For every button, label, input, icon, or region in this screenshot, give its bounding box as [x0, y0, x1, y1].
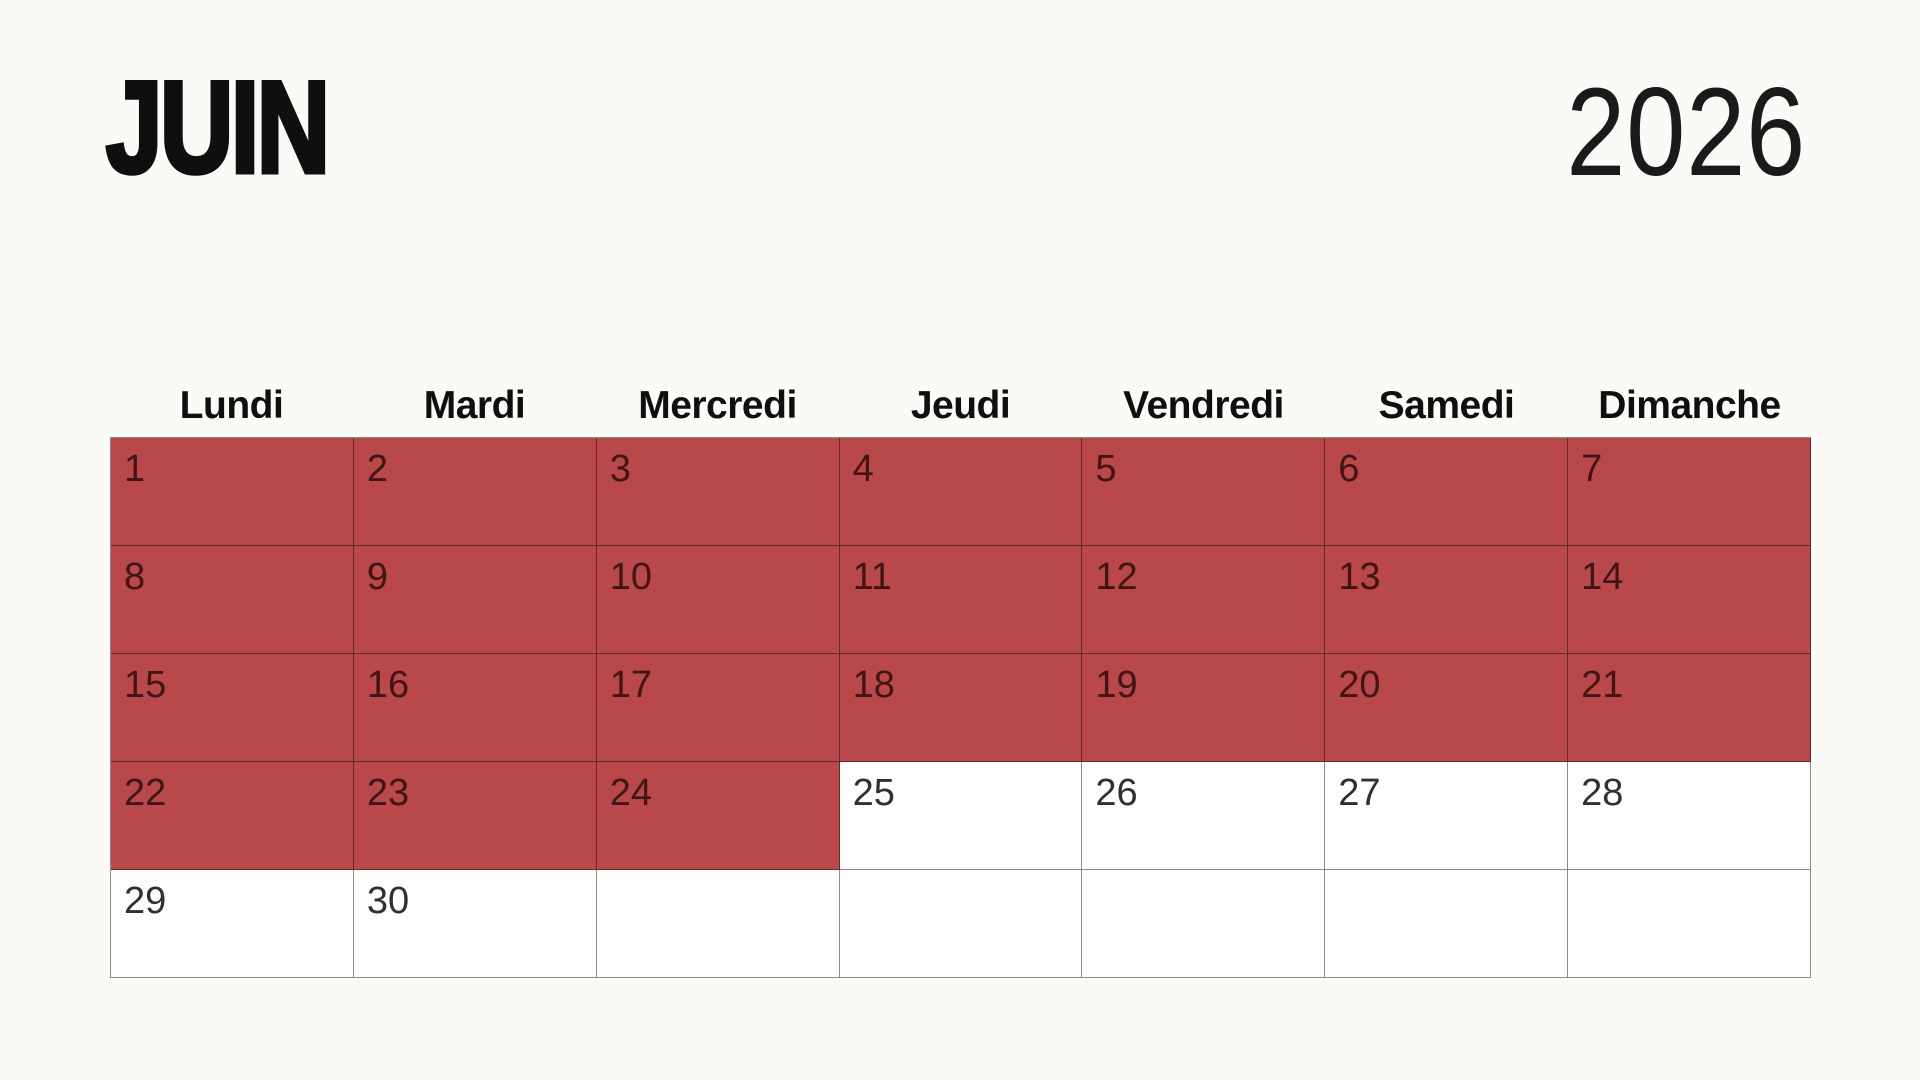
day-number: 10: [609, 556, 652, 598]
calendar-cell: 11: [839, 546, 1083, 654]
calendar-cell: 10: [596, 546, 840, 654]
day-number: 2: [366, 448, 388, 490]
calendar-cell: 29: [111, 870, 354, 978]
calendar-cell: 26: [1082, 762, 1326, 870]
day-number: 23: [366, 772, 410, 814]
day-number: 28: [1581, 772, 1624, 814]
calendar-cell: 1: [111, 438, 354, 546]
day-number: 17: [609, 664, 652, 706]
calendar-cell: 18: [839, 654, 1083, 762]
calendar-cell: 19: [1082, 654, 1326, 762]
day-number: 15: [124, 664, 167, 706]
calendar-cell: [1568, 870, 1811, 978]
weekday-label: Lundi: [179, 384, 284, 427]
calendar-cell: 25: [839, 762, 1083, 870]
calendar-cell: 13: [1325, 546, 1569, 654]
calendar-cell: 21: [1568, 654, 1811, 762]
day-number: 19: [1095, 664, 1138, 706]
calendar-cell: 28: [1568, 762, 1811, 870]
day-number: 6: [1338, 448, 1360, 490]
day-number: 1: [124, 448, 146, 490]
day-number: 4: [852, 448, 874, 490]
month-title: JUIN: [104, 54, 332, 200]
calendar-cell: 9: [353, 546, 597, 654]
weekday-label: Samedi: [1378, 384, 1515, 427]
calendar-cell: 12: [1082, 546, 1326, 654]
calendar-cell: 22: [111, 762, 354, 870]
calendar-cell: 8: [111, 546, 354, 654]
day-number: 12: [1095, 556, 1138, 598]
weekday-label: Mercredi: [638, 384, 797, 427]
weekday-label: Jeudi: [910, 384, 1011, 427]
day-number: 27: [1338, 772, 1381, 814]
calendar-cell: 16: [353, 654, 597, 762]
calendar-cell: [596, 870, 840, 978]
day-number: 29: [124, 880, 167, 922]
day-number: 18: [852, 664, 895, 706]
day-number: 20: [1338, 664, 1381, 706]
calendar-cell: 20: [1325, 654, 1569, 762]
calendar-cell: 6: [1325, 438, 1569, 546]
day-number: 16: [366, 664, 410, 706]
day-number: 22: [124, 772, 167, 814]
calendar-cell: 2: [353, 438, 597, 546]
day-number: 21: [1581, 664, 1624, 706]
calendar-cell: [839, 870, 1083, 978]
day-number: 8: [124, 556, 146, 598]
day-number: 5: [1095, 448, 1117, 490]
year-label: 2026: [1566, 63, 1806, 202]
calendar-cell: 17: [596, 654, 840, 762]
day-number: 14: [1581, 556, 1624, 598]
calendar-cell: 24: [596, 762, 840, 870]
day-number: 13: [1338, 556, 1381, 598]
calendar-cell: 15: [111, 654, 354, 762]
weekday-label: Vendredi: [1123, 384, 1284, 427]
day-number: 9: [366, 556, 388, 598]
calendar-cell: 7: [1568, 438, 1811, 546]
calendar-cell: 14: [1568, 546, 1811, 654]
calendar-cell: 4: [839, 438, 1083, 546]
calendar-cell: 23: [353, 762, 597, 870]
calendar-cell: 3: [596, 438, 840, 546]
calendar-cell: 30: [353, 870, 597, 978]
day-number: 11: [852, 556, 893, 598]
weekday-label: Mardi: [423, 384, 526, 427]
calendar-cell: [1082, 870, 1326, 978]
day-number: 30: [366, 880, 410, 922]
day-number: 7: [1581, 448, 1603, 490]
day-number: 25: [852, 772, 895, 814]
day-number: 24: [609, 772, 652, 814]
weekday-header: Lundi Mardi Mercredi Jeudi Vendredi Samedi Dim…: [110, 380, 1811, 433]
calendar-grid: 1 2 3 4 5 6 7 8 9 10 11 12 13 14 15 16 17 18 19 20 21 22 23 24 2…: [110, 437, 1811, 978]
calendar-cell: [1325, 870, 1569, 978]
calendar-cell: 27: [1325, 762, 1569, 870]
day-number: 3: [609, 448, 631, 490]
calendar-cell: 5: [1082, 438, 1326, 546]
weekday-label: Dimanche: [1598, 384, 1781, 427]
day-number: 26: [1095, 772, 1138, 814]
